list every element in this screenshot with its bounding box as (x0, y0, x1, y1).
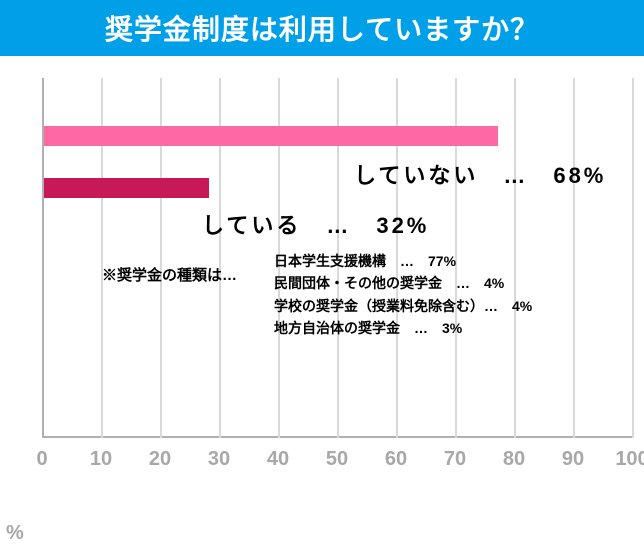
x-tick-label: 90 (562, 448, 584, 471)
chart-container: していない … 68% している … 32% ※奨学金の種類は… 日本学生支援機構… (0, 78, 644, 503)
x-tick-label: 80 (503, 448, 525, 471)
bar-0 (44, 126, 498, 146)
breakdown-line: 民間団体・その他の奨学金 … 4% (274, 272, 532, 294)
bar-label-0: していない … 68% (354, 158, 606, 190)
x-tick-label: 30 (208, 448, 230, 471)
x-tick-label: 100 (615, 448, 644, 471)
x-tick-label: 20 (149, 448, 171, 471)
chart-title-banner: 奨学金制度は利用していますか？ (0, 0, 644, 56)
percent-symbol: % (6, 522, 24, 545)
breakdown-line: 地方自治体の奨学金 … 3% (274, 317, 532, 339)
x-tick-label: 0 (36, 448, 47, 471)
gridline (573, 78, 575, 438)
x-tick-label: 50 (326, 448, 348, 471)
x-tick-label: 60 (385, 448, 407, 471)
footnote-label: ※奨学金の種類は… (102, 264, 237, 285)
gridline (632, 78, 634, 438)
x-tick-label: 10 (90, 448, 112, 471)
breakdown-line: 日本学生支援機構 … 77% (274, 250, 532, 272)
x-tick-label: 40 (267, 448, 289, 471)
bar-label-1: している … 32% (202, 208, 429, 240)
breakdown-line: 学校の奨学金（授業料免除含む）… 4% (274, 295, 532, 317)
breakdown-list: 日本学生支援機構 … 77%民間団体・その他の奨学金 … 4%学校の奨学金（授業… (274, 250, 532, 340)
x-tick-label: 70 (444, 448, 466, 471)
chart-title-text: 奨学金制度は利用していますか？ (105, 8, 539, 48)
plot-area: していない … 68% している … 32% ※奨学金の種類は… 日本学生支援機構… (42, 78, 632, 438)
bar-1 (44, 178, 209, 198)
